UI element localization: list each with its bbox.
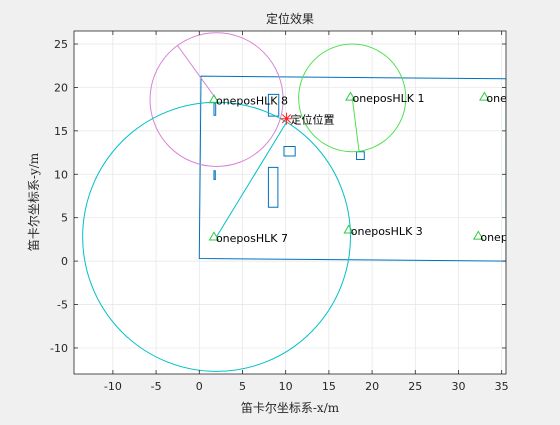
obstacle-outline — [213, 170, 216, 180]
x-tick-label: -10 — [104, 380, 122, 393]
range-circle — [82, 101, 351, 372]
position-marker-d2 — [281, 114, 292, 124]
x-tick-label: 20 — [365, 380, 379, 393]
range-radius-line — [177, 45, 217, 100]
y-tick-label: 5 — [61, 212, 68, 225]
axes-box — [73, 30, 507, 375]
range-radius-line — [216, 121, 287, 238]
x-tick-label: 30 — [451, 380, 465, 393]
chart-title: 定位效果 — [266, 11, 314, 26]
y-tick-label: 0 — [61, 255, 68, 268]
anchor-label: oneposHLK 1 — [352, 92, 424, 105]
anchor-label: oneposHLK 5 — [480, 231, 552, 244]
x-tick-label: 35 — [495, 380, 509, 393]
y-tick-label: 15 — [54, 125, 68, 138]
x-tick-label: 25 — [408, 380, 422, 393]
anchor-marker — [208, 231, 220, 241]
x-axis-label: 笛卡尔坐标系-x/m — [241, 400, 340, 415]
obstacle-outline — [267, 166, 279, 208]
grid — [74, 31, 506, 374]
position-marker — [280, 112, 293, 125]
anchor-marker — [472, 230, 484, 240]
anchor-label: oneposHLK 8 — [216, 95, 288, 108]
x-tick-label: 15 — [322, 380, 336, 393]
range-circle — [298, 43, 407, 153]
anchor-marker — [208, 94, 220, 104]
room-outline — [198, 75, 506, 262]
range-radius-line — [351, 97, 360, 152]
range-circle — [149, 32, 284, 167]
plot-area — [74, 31, 506, 374]
anchor-label: oneposHLK 7 — [216, 232, 288, 245]
anchor-marker — [479, 91, 490, 101]
anchor-marker — [343, 224, 355, 234]
obstacle-outline — [356, 151, 365, 161]
y-tick-label: 10 — [54, 168, 68, 181]
y-tick-label: 20 — [54, 81, 68, 94]
obstacle-outline — [283, 145, 296, 157]
anchor-marker — [345, 91, 356, 101]
x-tick-label: 0 — [196, 380, 203, 393]
y-axis-label: 笛卡尔坐标系-y/m — [26, 152, 41, 251]
x-tick-label: 10 — [279, 380, 293, 393]
data-layer: oneposHLK 8 oneposHLK 1 oneposHLK 2 oneposH… — [82, 32, 558, 372]
y-tick-label: -5 — [57, 299, 68, 312]
x-tick-label: 5 — [239, 380, 246, 393]
anchor-label: oneposHLK 3 — [351, 225, 423, 238]
y-tick-label: 25 — [54, 38, 68, 51]
y-tick-label: -10 — [50, 342, 68, 355]
ticks: -10 -5 0 5 10 15 20 25 30 35 -10 -5 0 5 10 15 20 25 — [50, 31, 509, 393]
position-label: 定位位置 — [291, 113, 335, 127]
x-tick-label: -5 — [151, 380, 162, 393]
anchor-label: oneposHLK 2 — [486, 92, 558, 105]
